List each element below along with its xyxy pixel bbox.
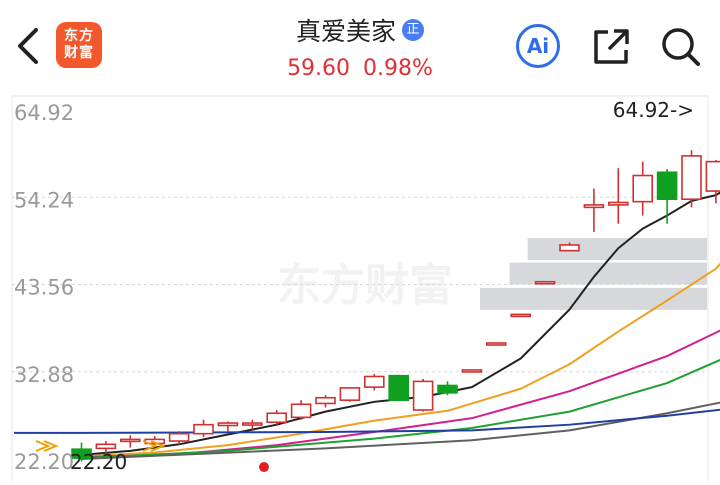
candle-body — [682, 156, 701, 199]
candle-body — [414, 381, 433, 410]
candle-body — [218, 423, 237, 425]
candle — [121, 435, 140, 447]
ai-assistant-button[interactable]: Ai — [516, 24, 560, 68]
candle-body — [633, 176, 652, 202]
y-axis-label: 64.92 — [14, 101, 74, 125]
candle — [438, 381, 457, 395]
candle — [365, 374, 384, 390]
candle-body — [389, 376, 408, 401]
search-button[interactable] — [658, 24, 702, 68]
candle-body — [194, 425, 213, 434]
candle — [389, 375, 408, 401]
last-price: 59.60 — [287, 56, 350, 81]
candle-body — [560, 245, 579, 251]
candle — [462, 369, 481, 372]
stock-name[interactable]: 真爱美家 — [296, 12, 396, 48]
candle-body — [121, 439, 140, 441]
watermark-text: 东方财富 — [277, 260, 453, 311]
candle-body — [462, 370, 481, 372]
kline-chart[interactable]: 东方财富 64.92 54.24 43.56 32.88 22.20 64.92-> 2… — [0, 90, 720, 481]
board-badge: 正 — [402, 19, 424, 41]
candle — [340, 387, 359, 402]
change-percent: 0.98% — [363, 56, 433, 81]
y-axis-label: 32.88 — [14, 363, 74, 387]
y-axis-label: 43.56 — [14, 276, 74, 300]
candle-body — [170, 434, 189, 441]
candle-body — [365, 376, 384, 387]
event-marker-dot[interactable] — [259, 462, 269, 472]
candle-body — [487, 343, 506, 345]
header-bar: 东方 财富 真爱美家正 59.60 0.98% Ai — [0, 0, 720, 90]
kline-svg[interactable]: 东方财富 64.92 54.24 43.56 32.88 22.20 64.92-> 2… — [0, 90, 720, 481]
candle — [267, 410, 286, 425]
candle-body — [584, 205, 603, 207]
high-annotation: 64.92-> — [613, 98, 694, 122]
moving-average-lines — [14, 180, 720, 459]
candle-body — [340, 388, 359, 400]
candle — [658, 169, 677, 224]
candle — [511, 314, 530, 316]
candle — [487, 343, 506, 345]
candle-body — [438, 385, 457, 392]
y-axis-label: 22.20 — [14, 450, 74, 474]
candle — [292, 400, 311, 420]
candle — [682, 150, 701, 207]
low-annotation: 22.20 — [70, 450, 127, 474]
axis-labels: 64.92 54.24 43.56 32.88 22.20 — [14, 101, 74, 474]
candle — [316, 395, 335, 407]
candle — [414, 379, 433, 412]
price-volume-bar — [480, 288, 707, 310]
search-icon — [658, 24, 702, 68]
candle-body — [706, 162, 720, 191]
share-icon — [590, 26, 632, 68]
y-axis-label: 54.24 — [14, 188, 74, 212]
candle-body — [316, 398, 335, 404]
candle-body — [96, 444, 115, 448]
candle — [194, 420, 213, 437]
candle — [218, 421, 237, 432]
candle — [609, 168, 628, 224]
candle — [584, 189, 603, 232]
candle-body — [658, 172, 677, 199]
ma-line — [82, 180, 720, 454]
candle-body — [609, 202, 628, 204]
candle-body — [243, 423, 262, 425]
candle — [536, 282, 555, 284]
candle-body — [292, 404, 311, 417]
ma-line — [82, 351, 720, 458]
candle-body — [267, 413, 286, 422]
candle-body — [536, 282, 555, 284]
candle — [633, 162, 652, 216]
candle-body — [511, 314, 530, 316]
share-button[interactable] — [590, 26, 632, 68]
gray-bars — [480, 238, 707, 310]
